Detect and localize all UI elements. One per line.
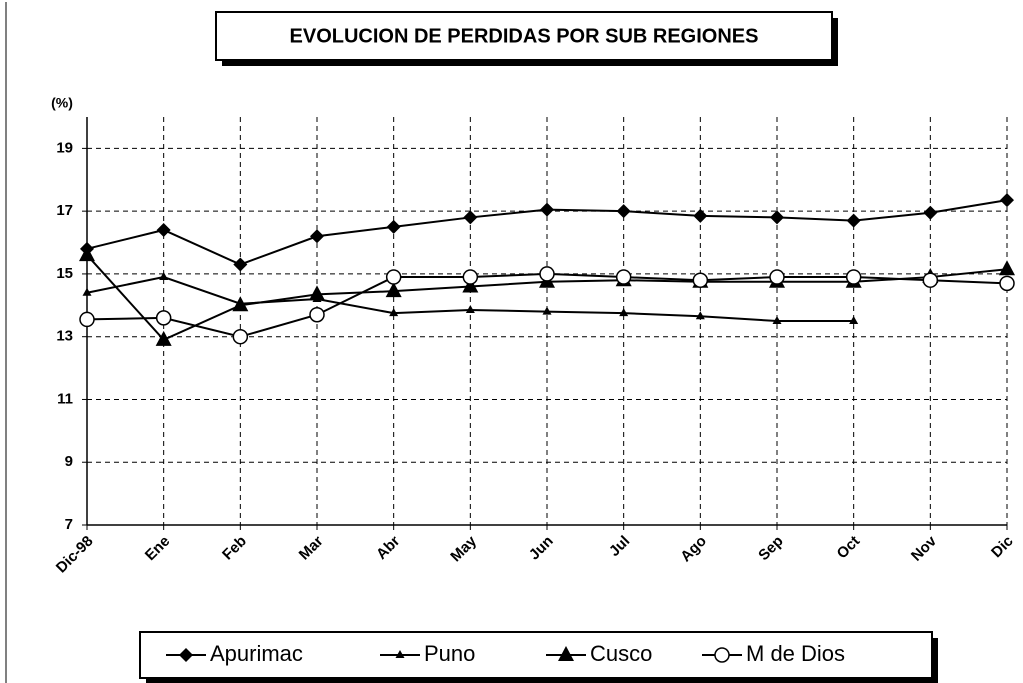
marker-triangle-small	[849, 316, 859, 324]
marker-circle	[999, 275, 1015, 292]
title-box	[215, 11, 833, 61]
y-tick-label: 11	[57, 390, 73, 407]
marker-circle	[714, 647, 730, 663]
x-tick-label: Abr	[373, 533, 403, 563]
marker-circle	[769, 269, 785, 285]
marker-circle	[232, 328, 249, 345]
marker-circle	[922, 272, 939, 288]
marker-diamond	[179, 648, 193, 662]
marker-circle	[539, 266, 555, 282]
x-tick-label: Jun	[526, 533, 557, 564]
x-tick-label: Ago	[677, 533, 710, 566]
marker-circle	[385, 269, 402, 285]
x-tick-label: May	[447, 532, 480, 565]
marker-triangle-small	[619, 308, 629, 317]
marker-diamond	[846, 213, 861, 228]
marker-diamond	[923, 205, 938, 220]
marker-diamond	[693, 208, 708, 223]
marker-circle	[462, 269, 479, 285]
marker-diamond	[386, 219, 401, 234]
y-tick-label: 19	[56, 139, 73, 156]
y-tick-label: 17	[56, 202, 73, 219]
marker-diamond	[233, 257, 248, 272]
marker-diamond	[1000, 193, 1014, 208]
marker-triangle-small	[465, 305, 475, 314]
marker-triangle-small	[395, 650, 405, 658]
marker-triangle	[462, 277, 479, 293]
marker-triangle-small	[389, 308, 399, 317]
legend-box	[139, 631, 933, 679]
marker-circle	[309, 306, 325, 323]
marker-triangle	[79, 246, 95, 262]
legend-label: Cusco	[590, 641, 652, 666]
marker-diamond	[310, 229, 324, 244]
marker-triangle	[999, 260, 1015, 276]
marker-triangle	[558, 646, 574, 661]
y-tick-label: 15	[56, 265, 73, 282]
y-axis-label: (%)	[51, 95, 73, 111]
legend-label: M de Dios	[746, 641, 845, 666]
marker-circle	[615, 269, 632, 285]
marker-triangle	[385, 282, 402, 298]
marker-circle	[155, 310, 172, 326]
x-tick-label: Dic-98	[53, 533, 97, 577]
marker-circle	[79, 311, 95, 328]
legend: Apurimac Puno Cusco M de Dios	[139, 631, 933, 679]
marker-diamond	[156, 222, 171, 237]
marker-circle	[692, 272, 709, 288]
y-tick-label: 13	[56, 328, 73, 345]
marker-triangle	[232, 296, 249, 312]
x-tick-label: Nov	[908, 532, 941, 565]
x-tick-label: Jul	[606, 533, 633, 560]
x-tick-label: Dic	[988, 533, 1017, 562]
legend-label: Puno	[424, 641, 475, 666]
x-tick-label: Ene	[142, 533, 173, 564]
marker-circle	[845, 269, 862, 285]
marker-triangle	[309, 285, 325, 301]
marker-triangle-small	[82, 287, 92, 296]
marker-triangle-small	[772, 316, 782, 324]
marker-triangle	[155, 330, 172, 346]
x-tick-label: Feb	[219, 533, 250, 564]
marker-diamond	[463, 210, 478, 225]
x-tick-label: Oct	[834, 533, 864, 563]
marker-triangle-small	[695, 311, 705, 320]
y-tick-label: 7	[65, 516, 73, 533]
chart-title: EVOLUCION DE PERDIDAS POR SUB REGIONES	[290, 25, 759, 47]
legend-label: Apurimac	[210, 641, 303, 666]
marker-diamond	[770, 210, 784, 225]
y-tick-label: 9	[65, 453, 73, 470]
x-tick-label: Mar	[296, 533, 327, 564]
marker-triangle-small	[159, 272, 169, 281]
marker-diamond	[540, 202, 554, 217]
marker-triangle-small	[542, 306, 552, 315]
x-tick-label: Sep	[755, 533, 786, 564]
marker-diamond	[616, 204, 631, 219]
